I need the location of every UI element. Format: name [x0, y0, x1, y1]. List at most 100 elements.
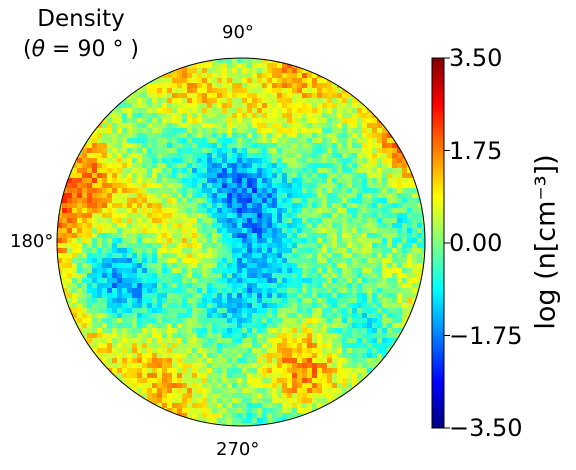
density-cell	[267, 73, 273, 79]
density-cell	[332, 248, 338, 254]
density-cell	[167, 193, 173, 199]
density-cell	[412, 188, 418, 194]
density-cell	[342, 218, 348, 224]
density-cell	[167, 383, 173, 389]
density-cell	[217, 153, 223, 159]
density-cell	[222, 333, 228, 339]
density-cell	[412, 253, 418, 259]
density-cell	[292, 233, 298, 239]
density-cell	[402, 278, 408, 284]
density-cell	[207, 188, 213, 194]
density-cell	[142, 323, 148, 329]
density-cell	[82, 243, 88, 249]
density-cell	[117, 263, 123, 269]
density-cell	[102, 203, 108, 209]
density-cell	[222, 303, 228, 309]
density-cell	[377, 318, 383, 324]
density-cell	[72, 183, 78, 189]
density-cell	[112, 368, 118, 374]
density-cell	[402, 173, 408, 179]
density-cell	[297, 148, 303, 154]
density-cell	[372, 378, 378, 384]
density-cell	[212, 363, 218, 369]
density-cell	[372, 138, 378, 144]
density-cell	[322, 288, 328, 294]
density-cell	[382, 143, 388, 149]
density-cell	[397, 158, 403, 164]
density-cell	[292, 138, 298, 144]
density-cell	[202, 118, 208, 124]
density-cell	[197, 358, 203, 364]
density-cell	[302, 218, 308, 224]
density-cell	[332, 183, 338, 189]
density-cell	[97, 158, 103, 164]
density-cell	[397, 318, 403, 324]
density-cell	[287, 348, 293, 354]
density-cell	[257, 243, 263, 249]
density-cell	[317, 353, 323, 359]
density-cell	[157, 298, 163, 304]
density-cell	[382, 258, 388, 264]
density-cell	[262, 163, 268, 169]
density-cell	[207, 228, 213, 234]
density-cell	[167, 328, 173, 334]
density-cell	[172, 253, 178, 259]
density-cell	[157, 293, 163, 299]
density-cell	[322, 408, 328, 414]
density-cell	[382, 193, 388, 199]
density-cell	[97, 123, 103, 129]
density-cell	[312, 188, 318, 194]
density-cell	[157, 258, 163, 264]
density-cell	[172, 183, 178, 189]
density-cell	[287, 383, 293, 389]
density-cell	[172, 163, 178, 169]
density-cell	[192, 183, 198, 189]
density-cell	[227, 293, 233, 299]
density-cell	[377, 168, 383, 174]
density-cell	[222, 208, 228, 214]
density-cell	[277, 233, 283, 239]
density-cell	[107, 198, 113, 204]
density-cell	[212, 208, 218, 214]
density-cell	[227, 153, 233, 159]
density-cell	[72, 273, 78, 279]
density-cell	[312, 163, 318, 169]
density-cell	[187, 363, 193, 369]
density-cell	[147, 403, 153, 409]
density-cell	[217, 203, 223, 209]
density-cell	[162, 268, 168, 274]
density-cell	[252, 363, 258, 369]
density-cell	[82, 193, 88, 199]
density-cell	[127, 378, 133, 384]
density-cell	[122, 243, 128, 249]
density-cell	[232, 173, 238, 179]
density-cell	[127, 283, 133, 289]
density-cell	[367, 263, 373, 269]
density-cell	[352, 308, 358, 314]
density-cell	[217, 373, 223, 379]
density-cell	[352, 273, 358, 279]
density-cell	[227, 263, 233, 269]
density-cell	[192, 358, 198, 364]
density-cell	[257, 198, 263, 204]
density-cell	[122, 288, 128, 294]
density-cell	[317, 98, 323, 104]
density-cell	[97, 143, 103, 149]
density-cell	[317, 163, 323, 169]
density-cell	[272, 118, 278, 124]
density-cell	[297, 118, 303, 124]
density-cell	[412, 193, 418, 199]
density-cell	[337, 278, 343, 284]
density-cell	[92, 208, 98, 214]
density-cell	[257, 178, 263, 184]
density-cell	[137, 338, 143, 344]
density-cell	[137, 283, 143, 289]
density-cell	[192, 208, 198, 214]
density-cell	[262, 228, 268, 234]
density-cell	[117, 253, 123, 259]
density-cell	[112, 293, 118, 299]
density-cell	[247, 363, 253, 369]
density-cell	[392, 283, 398, 289]
density-cell	[172, 338, 178, 344]
density-cell	[167, 188, 173, 194]
